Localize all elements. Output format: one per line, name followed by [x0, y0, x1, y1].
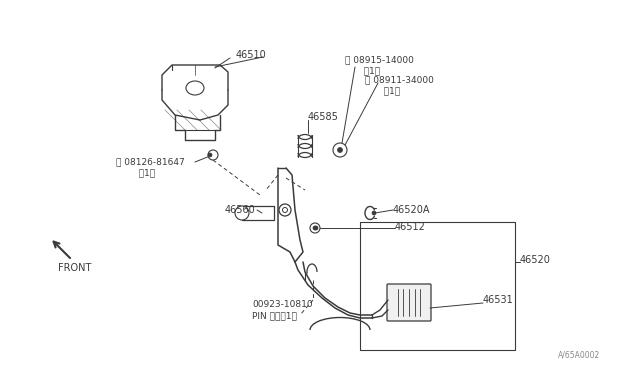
Text: Ⓦ 08915-14000: Ⓦ 08915-14000 — [345, 55, 414, 64]
Circle shape — [372, 211, 376, 215]
Text: PIN ピン（1）: PIN ピン（1） — [252, 311, 297, 320]
Text: A/65A0002: A/65A0002 — [557, 351, 600, 360]
Circle shape — [235, 206, 249, 220]
Text: （1）: （1） — [355, 66, 380, 75]
Text: 00923-10810: 00923-10810 — [252, 300, 312, 309]
Text: FRONT: FRONT — [58, 263, 92, 273]
Circle shape — [337, 148, 342, 153]
Circle shape — [314, 226, 318, 230]
FancyBboxPatch shape — [387, 284, 431, 321]
Circle shape — [333, 143, 347, 157]
Text: 46512: 46512 — [395, 222, 426, 232]
Circle shape — [279, 204, 291, 216]
Text: 46520: 46520 — [520, 255, 551, 265]
Text: （1）: （1） — [375, 86, 400, 95]
Text: 46531: 46531 — [483, 295, 514, 305]
Circle shape — [313, 226, 317, 230]
Text: 46585: 46585 — [308, 112, 339, 122]
Text: ⒇ 08126-81647: ⒇ 08126-81647 — [116, 157, 185, 166]
Text: Ⓝ 08911-34000: Ⓝ 08911-34000 — [365, 75, 434, 84]
Text: 46510: 46510 — [236, 50, 267, 60]
Text: 46560: 46560 — [225, 205, 256, 215]
Circle shape — [310, 223, 320, 233]
Circle shape — [208, 153, 212, 157]
Text: （1）: （1） — [130, 168, 155, 177]
Circle shape — [282, 208, 287, 212]
Text: 46520A: 46520A — [393, 205, 431, 215]
Circle shape — [208, 150, 218, 160]
